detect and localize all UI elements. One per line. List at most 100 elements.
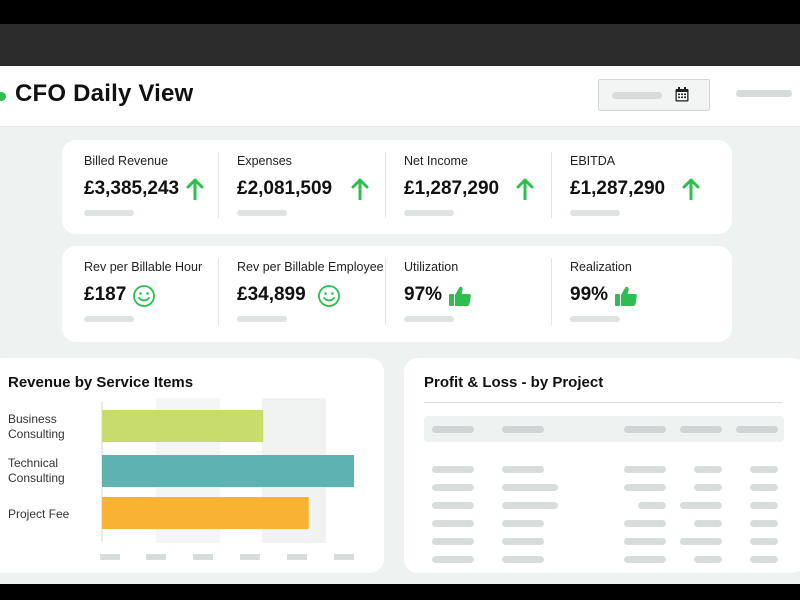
table-cell-placeholder — [750, 538, 778, 545]
category-label: Business Consulting — [8, 412, 65, 442]
kpi-label: Billed Revenue — [84, 154, 169, 168]
x-tick-placeholder — [287, 554, 307, 560]
smiley-icon — [318, 285, 340, 307]
table-cell-placeholder — [624, 520, 666, 527]
kpi-label: Net Income — [404, 154, 468, 168]
thumbs-up-icon — [615, 286, 637, 306]
kpi-label: Rev per Billable Employee — [237, 260, 384, 274]
kpi-value: £34,899 — [237, 284, 306, 305]
kpi-placeholder — [84, 316, 134, 322]
table-cell-placeholder — [694, 466, 722, 473]
table-cell-placeholder — [750, 556, 778, 563]
table-cell-placeholder — [624, 466, 666, 473]
table-cell-placeholder — [680, 538, 722, 545]
kpi-utilization: Utilization 97% — [385, 246, 551, 342]
table-cell-placeholder — [432, 484, 474, 491]
x-tick-placeholder — [100, 554, 120, 560]
page-header: CFO Daily View — [0, 66, 800, 127]
bar-technical-consulting[interactable] — [102, 455, 354, 487]
bottom-black-bar — [0, 584, 800, 600]
table-cell-placeholder — [694, 556, 722, 563]
table-header — [424, 416, 784, 442]
kpi-net-income: Net Income £1,287,290 — [385, 140, 551, 234]
table-cell-placeholder — [432, 520, 474, 527]
table-cell-placeholder — [624, 556, 666, 563]
table-cell-placeholder — [694, 484, 722, 491]
table-cell-placeholder — [502, 538, 544, 545]
table-cell-placeholder — [502, 520, 544, 527]
table-cell-placeholder — [680, 502, 722, 509]
kpi-rev-per-employee: Rev per Billable Employee £34,899 — [218, 246, 385, 342]
kpi-value: £1,287,290 — [570, 178, 666, 199]
kpi-divider — [385, 258, 386, 326]
date-placeholder — [612, 92, 662, 99]
table-cell-placeholder — [750, 520, 778, 527]
kpi-label: Utilization — [404, 260, 459, 274]
kpi-placeholder — [237, 210, 287, 216]
thumbs-up-icon — [449, 286, 471, 306]
table-cell-placeholder — [502, 502, 558, 509]
profit-loss-card: Profit & Loss - by Project — [404, 358, 800, 573]
chart-ticks — [100, 554, 354, 560]
table-cell-placeholder — [694, 520, 722, 527]
table-cell-placeholder — [750, 484, 778, 491]
kpi-card-financials: Billed Revenue £3,385,243 Expenses £2,08… — [62, 140, 732, 234]
header-placeholder — [680, 426, 722, 433]
category-label-line: Consulting — [8, 427, 65, 441]
category-label: Project Fee — [8, 507, 69, 522]
table-cell-placeholder — [432, 502, 474, 509]
kpi-value: £1,287,290 — [404, 178, 500, 199]
kpi-rev-per-hour: Rev per Billable Hour £187 — [62, 246, 218, 342]
status-dot — [0, 92, 6, 101]
kpi-placeholder — [570, 316, 620, 322]
x-tick-placeholder — [193, 554, 213, 560]
arrow-up-icon — [682, 178, 700, 200]
table-cell-placeholder — [750, 502, 778, 509]
table-cell-placeholder — [502, 466, 544, 473]
kpi-card-efficiency: Rev per Billable Hour £187 Rev per Billa… — [62, 246, 732, 342]
kpi-divider — [218, 258, 219, 326]
kpi-placeholder — [237, 316, 287, 322]
kpi-divider — [551, 152, 552, 218]
category-label-line: Consulting — [8, 471, 65, 485]
page-title: CFO Daily View — [15, 80, 194, 107]
x-tick-placeholder — [334, 554, 354, 560]
arrow-up-icon — [186, 178, 204, 200]
title-divider — [424, 402, 782, 403]
kpi-label: Realization — [570, 260, 632, 274]
kpi-label: EBITDA — [570, 154, 616, 168]
kpi-value: £3,385,243 — [84, 178, 180, 199]
table-cell-placeholder — [432, 538, 474, 545]
kpi-value: 97% — [404, 284, 443, 305]
kpi-placeholder — [404, 210, 454, 216]
kpi-ebitda: EBITDA £1,287,290 — [551, 140, 732, 234]
header-menu-placeholder[interactable] — [736, 90, 792, 97]
table-title: Profit & Loss - by Project — [424, 374, 604, 391]
table-cell-placeholder — [502, 556, 544, 563]
kpi-value: 99% — [570, 284, 609, 305]
date-picker[interactable] — [598, 79, 710, 111]
table-cell-placeholder — [432, 556, 474, 563]
header-placeholder — [432, 426, 474, 433]
app-toolbar — [0, 24, 800, 66]
bar-business-consulting[interactable] — [102, 410, 264, 442]
table-cell-placeholder — [624, 484, 666, 491]
kpi-value: £2,081,509 — [237, 178, 333, 199]
header-placeholder — [502, 426, 544, 433]
top-black-bar — [0, 0, 800, 24]
kpi-expenses: Expenses £2,081,509 — [218, 140, 385, 234]
calendar-icon[interactable] — [675, 87, 689, 102]
revenue-bar-chart — [100, 398, 354, 560]
kpi-realization: Realization 99% — [551, 246, 732, 342]
bar-project-fee[interactable] — [102, 497, 309, 529]
dashboard-page: CFO Daily View Billed Revenue £3,385,243… — [0, 66, 800, 584]
table-cell-placeholder — [750, 466, 778, 473]
x-tick-placeholder — [146, 554, 166, 560]
kpi-divider — [385, 152, 386, 218]
kpi-placeholder — [84, 210, 134, 216]
kpi-divider — [218, 152, 219, 218]
category-label: Technical Consulting — [8, 456, 65, 486]
chart-bars — [102, 410, 354, 529]
arrow-up-icon — [351, 178, 369, 200]
kpi-value: £187 — [84, 284, 127, 305]
